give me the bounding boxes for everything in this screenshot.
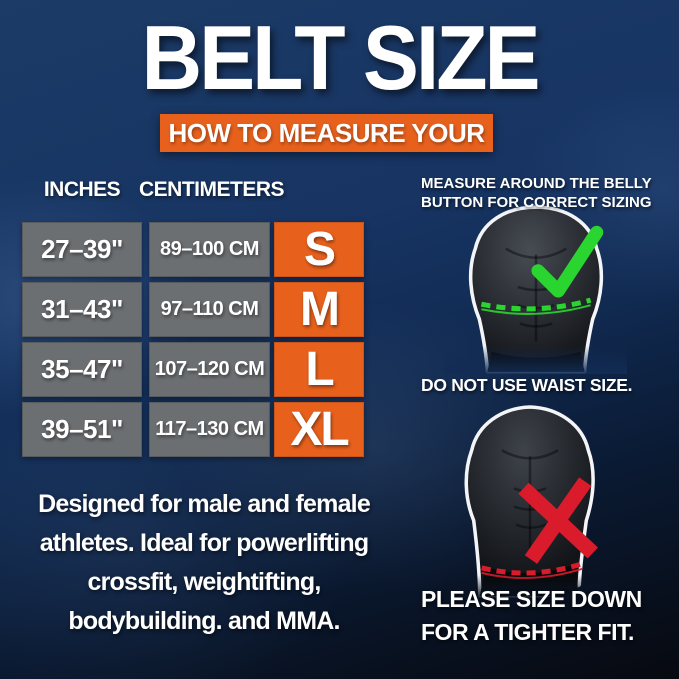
column-header-inches: INCHES <box>43 178 121 201</box>
size-badge: S <box>274 222 364 277</box>
cm-range: 89–100 CM <box>149 222 270 277</box>
bottom-fade <box>443 574 615 598</box>
torso-silhouette <box>468 205 604 374</box>
cross-icon <box>518 477 598 564</box>
bottom-fade <box>445 345 627 374</box>
table-row-l: 35–47" 107–120 CM L <box>22 342 367 397</box>
cm-range: 117–130 CM <box>149 402 270 457</box>
size-badge: M <box>274 282 364 337</box>
male-torso-incorrect-illustration <box>443 405 615 598</box>
cm-range: 107–120 CM <box>149 342 270 397</box>
table-row-m: 31–43" 97–110 CM M <box>22 282 367 337</box>
inches-range: 27–39" <box>22 222 142 277</box>
size-down-note: PLEASE SIZE DOWN FOR A TIGHTER FIT. <box>421 586 642 645</box>
column-header-centimeters: CENTIMETERS <box>139 178 285 201</box>
waist-warning: DO NOT USE WAIST SIZE. <box>421 375 633 395</box>
size-badge: XL <box>274 402 364 457</box>
inches-range: 35–47" <box>22 342 142 397</box>
athlete-description: Designed for male and female athletes. I… <box>38 490 371 635</box>
inches-range: 39–51" <box>22 402 142 457</box>
male-torso-correct-illustration <box>445 205 627 374</box>
cm-range: 97–110 CM <box>149 282 270 337</box>
measuring-band-green <box>480 297 592 315</box>
inches-range: 31–43" <box>22 282 142 337</box>
checkmark-icon <box>531 225 604 298</box>
size-badge: L <box>274 342 364 397</box>
table-row-s: 27–39" 89–100 CM S <box>22 222 367 277</box>
subtitle-banner: HOW TO MEASURE YOUR <box>160 114 493 152</box>
measure-instruction: MEASURE AROUND THE BELLY BUTTON FOR CORR… <box>421 175 652 211</box>
page-title: BELT SIZE <box>141 6 540 109</box>
table-row-xl: 39–51" 117–130 CM XL <box>22 402 367 457</box>
subtitle-banner-label: HOW TO MEASURE YOUR <box>168 117 485 148</box>
